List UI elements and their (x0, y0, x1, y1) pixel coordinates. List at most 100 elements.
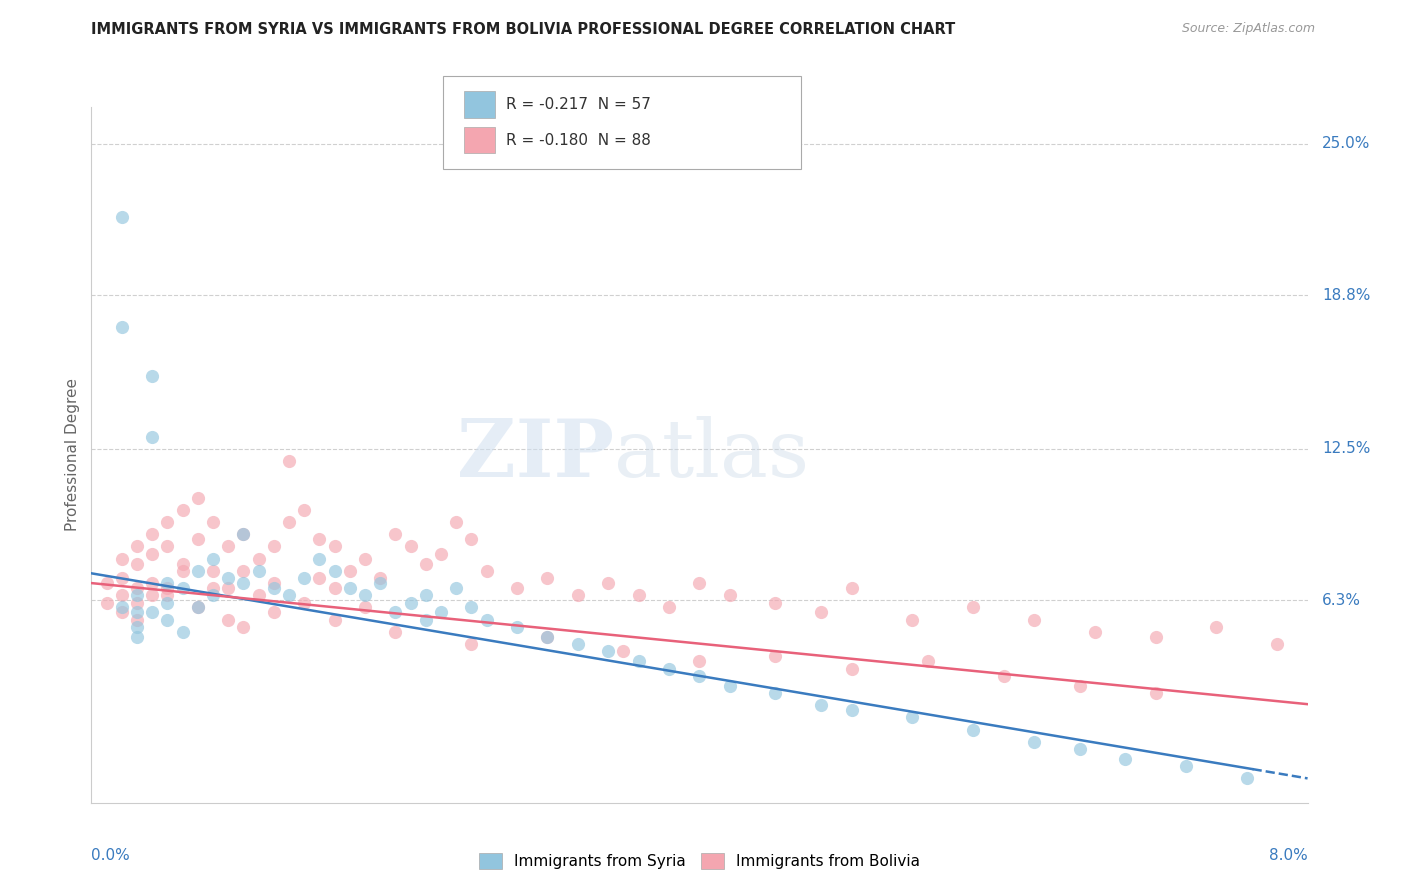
Point (308, 571, 330, 585)
Point (962, 600, 984, 615)
Point (688, 669, 710, 683)
Point (232, 527, 254, 541)
Y-axis label: Professional Degree: Professional Degree (65, 378, 80, 532)
Point (278, 454, 301, 468)
Point (718, 588, 741, 602)
Point (111, 551, 134, 566)
Point (399, 540, 422, 554)
Point (141, 368, 163, 383)
Point (111, 571, 134, 585)
Point (308, 551, 330, 566)
Point (658, 600, 681, 615)
Point (339, 564, 361, 578)
Point (765, 596, 787, 610)
Point (415, 557, 437, 571)
Point (1236, 772, 1258, 786)
Point (765, 686, 787, 700)
Point (1265, 637, 1288, 651)
Point (354, 551, 377, 566)
Point (217, 540, 239, 554)
Point (202, 588, 225, 602)
Point (111, 319, 134, 334)
Point (187, 600, 209, 615)
Point (172, 624, 194, 639)
Point (810, 698, 832, 713)
Point (1144, 686, 1167, 700)
Point (156, 588, 179, 602)
Point (187, 564, 209, 578)
Point (247, 551, 270, 566)
Point (368, 571, 391, 585)
Point (111, 600, 134, 615)
Point (567, 588, 589, 602)
Point (1174, 759, 1197, 773)
Point (384, 624, 406, 639)
Point (444, 581, 467, 595)
Point (125, 620, 148, 634)
Point (125, 540, 148, 554)
Point (430, 547, 453, 561)
Point (111, 210, 134, 224)
Point (202, 581, 225, 595)
Point (1084, 624, 1107, 639)
Point (444, 515, 467, 529)
Point (1069, 679, 1091, 693)
Point (247, 588, 270, 602)
Point (263, 606, 285, 620)
Point (901, 710, 924, 724)
Point (202, 564, 225, 578)
Point (156, 596, 179, 610)
Point (125, 581, 148, 595)
Text: R = -0.217  N = 57: R = -0.217 N = 57 (506, 97, 651, 112)
Point (292, 596, 315, 610)
Point (125, 613, 148, 627)
Point (125, 588, 148, 602)
Point (688, 654, 710, 668)
Point (187, 532, 209, 546)
Point (125, 557, 148, 571)
Point (141, 606, 163, 620)
Point (993, 669, 1015, 683)
Point (354, 600, 377, 615)
Text: 12.5%: 12.5% (1322, 442, 1371, 457)
Text: IMMIGRANTS FROM SYRIA VS IMMIGRANTS FROM BOLIVIA PROFESSIONAL DEGREE CORRELATION: IMMIGRANTS FROM SYRIA VS IMMIGRANTS FROM… (91, 22, 956, 37)
Point (475, 613, 498, 627)
Point (612, 644, 634, 658)
Point (415, 613, 437, 627)
Point (202, 515, 225, 529)
Point (156, 576, 179, 591)
Point (658, 661, 681, 675)
Point (323, 540, 346, 554)
Text: Source: ZipAtlas.com: Source: ZipAtlas.com (1181, 22, 1315, 36)
Point (536, 630, 558, 644)
Point (460, 532, 482, 546)
Point (232, 620, 254, 634)
Point (536, 630, 558, 644)
Point (141, 547, 163, 561)
Point (278, 515, 301, 529)
Point (172, 581, 194, 595)
Point (111, 606, 134, 620)
Point (217, 581, 239, 595)
Point (187, 491, 209, 505)
Point (475, 564, 498, 578)
Point (430, 606, 453, 620)
Point (96, 576, 118, 591)
Point (765, 649, 787, 664)
Point (1069, 742, 1091, 756)
Point (384, 606, 406, 620)
Point (1205, 620, 1227, 634)
Point (567, 637, 589, 651)
Point (688, 576, 710, 591)
Point (506, 620, 529, 634)
Point (384, 527, 406, 541)
Point (187, 600, 209, 615)
Text: 8.0%: 8.0% (1268, 848, 1308, 863)
Point (506, 581, 529, 595)
Point (156, 515, 179, 529)
Point (415, 588, 437, 602)
Point (156, 581, 179, 595)
Point (125, 606, 148, 620)
Point (156, 540, 179, 554)
Point (247, 564, 270, 578)
